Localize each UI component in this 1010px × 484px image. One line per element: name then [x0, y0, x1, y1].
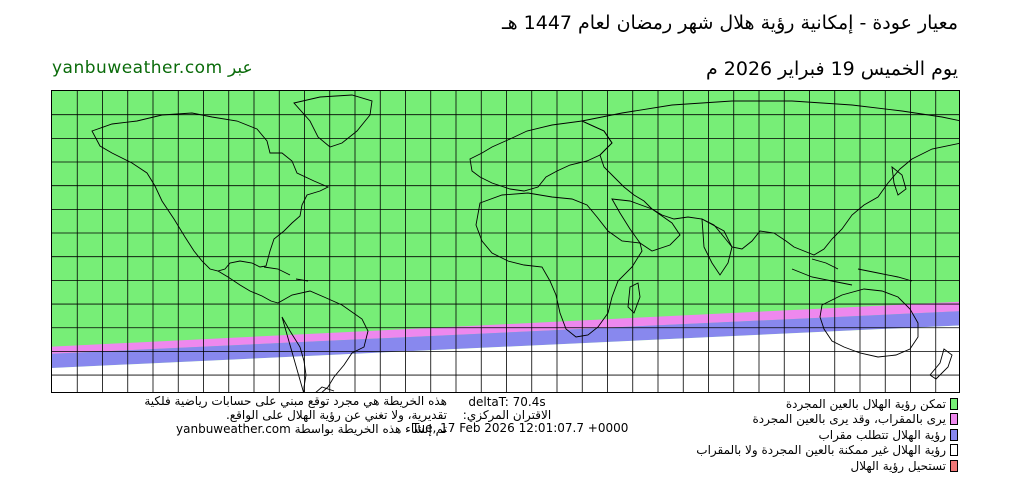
lat-lon-grid [52, 91, 959, 392]
legend-item-optical-maybe-naked: يرى بالمقراب، وقد يرى بالعين المجردة [696, 412, 958, 428]
coastlines [91, 94, 959, 392]
legend-item-optical-required: رؤية الهلال تتطلب مقراب [696, 427, 958, 443]
coast-arabia [611, 198, 681, 252]
legend-item-impossible: تستحيل رؤية الهلال [696, 458, 958, 474]
legend-swatch [950, 397, 958, 410]
disclaimer-line-3: تم إنشاء هذه الخريطة بواسطة yanbuweather… [176, 422, 447, 436]
coast-new-zealand [929, 348, 953, 380]
coast-india [701, 218, 733, 276]
disclaimer-line-2: تقديرية، ولا تغني عن رؤية الهلال على الو… [225, 408, 447, 422]
coast-antarctic-peninsula [315, 386, 335, 392]
coast-europe [469, 120, 613, 192]
map-legend: تمكن رؤية الهلال بالعين المجردة يرى بالم… [696, 396, 958, 474]
site-credit[interactable]: عبر yanbuweather.com [52, 58, 253, 78]
delta-t: deltaT: 70.4s [468, 395, 546, 409]
map-title: معيار عودة - إمكانية رؤية هلال شهر رمضان… [502, 12, 958, 34]
legend-label: يرى بالمقراب، وقد يرى بالعين المجردة [752, 412, 946, 427]
coast-north-america [91, 112, 330, 272]
conjunction-label: الاقتران المركزي: [462, 408, 552, 422]
coast-central-america [217, 270, 279, 304]
legend-item-not-visible: رؤية الهلال غير ممكنة بالعين المجردة ولا… [696, 443, 958, 459]
astronomical-info: deltaT: 70.4s الاقتران المركزي: Tue, 17 … [412, 395, 629, 435]
coast-australia [819, 288, 919, 358]
legend-label: تمكن رؤية الهلال بالعين المجردة [785, 396, 946, 411]
legend-swatch [950, 444, 958, 457]
legend-swatch [950, 459, 958, 472]
legend-swatch [950, 413, 958, 426]
coast-asia [580, 100, 959, 256]
conjunction-time: Tue, 17 Feb 2026 12:01:07.7 +0000 [412, 421, 629, 435]
legend-swatch [950, 428, 958, 441]
coast-japan [891, 165, 907, 196]
optical-aid-required-region [52, 311, 959, 368]
disclaimer-line-1: هذه الخريطة هي مجرد توقع مبني على حسابات… [144, 394, 447, 408]
coast-madagascar [627, 282, 641, 314]
coast-greenland [293, 94, 373, 148]
legend-label: رؤية الهلال غير ممكنة بالعين المجردة ولا… [696, 443, 946, 458]
coast-south-america [277, 290, 369, 392]
world-map-svg [52, 91, 959, 392]
legend-item-naked-eye: تمكن رؤية الهلال بالعين المجردة [696, 396, 958, 412]
coast-indonesia [791, 258, 913, 286]
disclaimer-note: هذه الخريطة هي مجرد توقع مبني على حسابات… [52, 394, 447, 436]
coast-caribbean [263, 266, 309, 282]
map-date: يوم الخميس 19 فبراير 2026 م [705, 58, 958, 80]
coast-africa [475, 192, 643, 338]
visibility-map [51, 90, 960, 393]
legend-label: تستحيل رؤية الهلال [850, 458, 946, 473]
legend-label: رؤية الهلال تتطلب مقراب [818, 427, 946, 442]
